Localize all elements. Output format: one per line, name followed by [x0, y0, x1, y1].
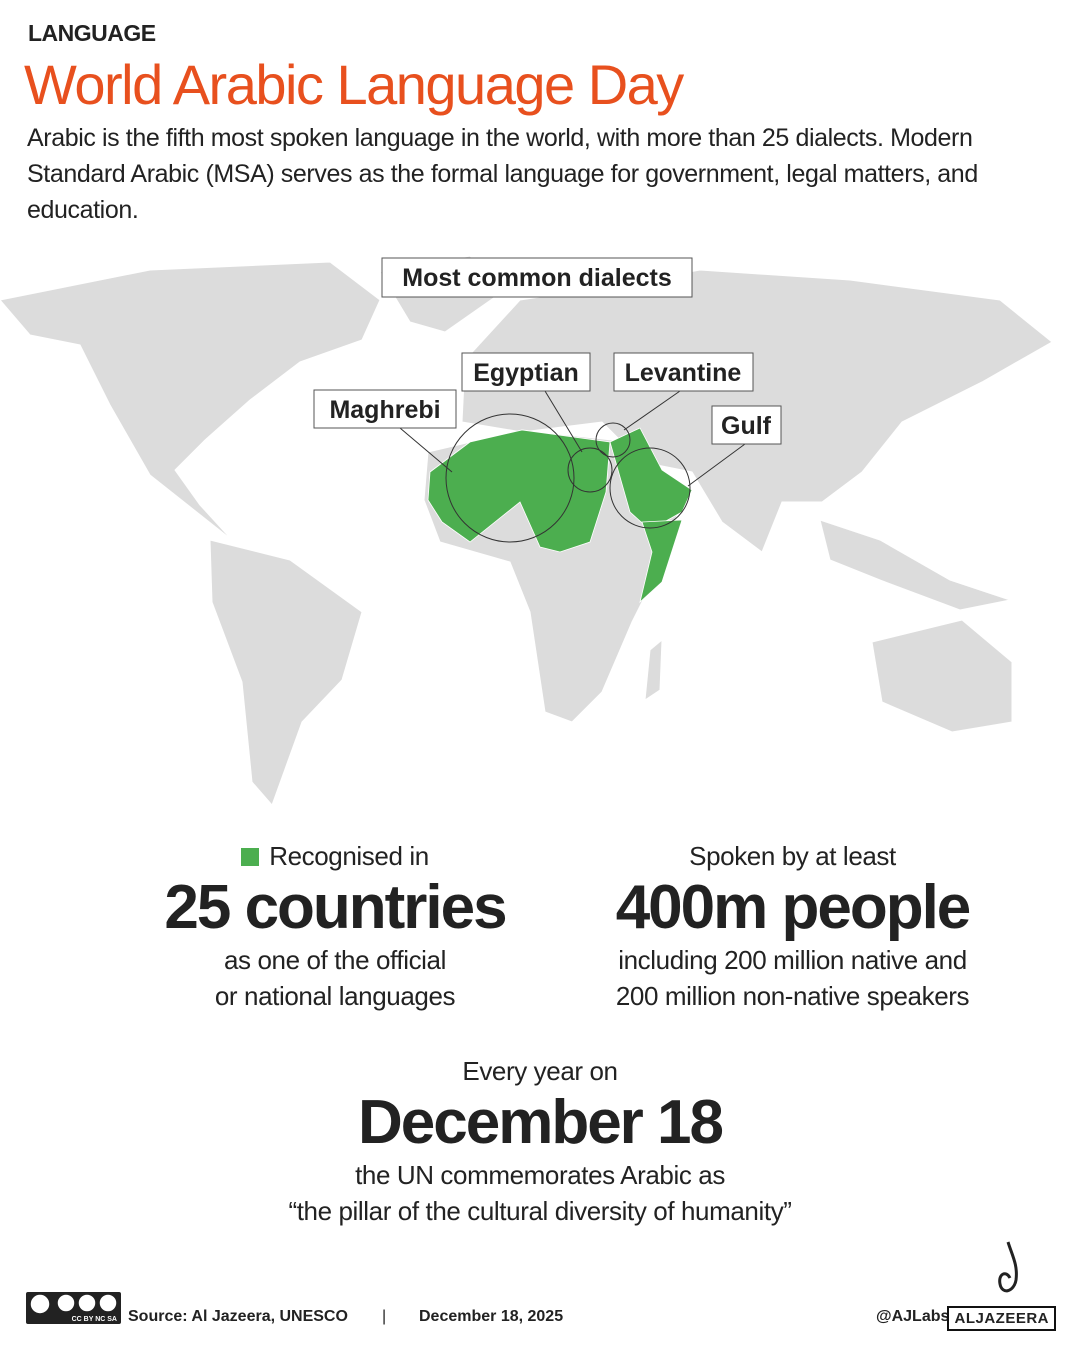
label-gulf: Gulf	[721, 412, 772, 440]
north-america	[0, 261, 381, 541]
maghrebi-circle	[445, 413, 575, 543]
arab-north-africa	[427, 429, 611, 553]
description: Arabic is the fifth most spoken language…	[27, 124, 978, 224]
legend-swatch	[241, 848, 260, 866]
madagascar	[644, 638, 663, 702]
page-title: World Arabic Language Day	[24, 53, 684, 116]
aljazeera-brand: ALJAZEERA	[947, 1306, 1056, 1331]
day-stat: Every year on December 18 the UN commemo…	[288, 1056, 792, 1226]
kicker: LANGUAGE	[28, 20, 156, 46]
aljazeera-logo-icon	[998, 1241, 1018, 1293]
label-maghrebi: Maghrebi	[329, 396, 440, 424]
publish-date: December 18, 2025	[419, 1308, 564, 1325]
handle: @AJLabs	[876, 1308, 950, 1325]
cc-license-badge: CC BY NC SA	[26, 1292, 121, 1324]
levantine-circle	[595, 422, 631, 458]
license-text: CC BY NC SA	[71, 1316, 117, 1323]
world-map: Most common dialects Egyptian Levantine …	[0, 255, 1053, 806]
cc-icon	[29, 1293, 118, 1315]
people-stat: Spoken by at least 400m people including…	[615, 841, 972, 1011]
south-america	[209, 539, 363, 806]
separator: |	[382, 1308, 387, 1325]
label-egyptian: Egyptian	[473, 359, 579, 387]
source: Source: Al Jazeera, UNESCO	[128, 1308, 348, 1325]
countries-stat: Recognised in 25 countries as one of the…	[164, 841, 507, 1011]
map-heading: Most common dialects	[402, 264, 672, 292]
somalia	[639, 519, 683, 604]
australia	[871, 619, 1013, 733]
egyptian-circle	[567, 447, 613, 493]
southeast-asia	[819, 519, 1012, 611]
gulf-circle	[609, 447, 691, 529]
label-levantine: Levantine	[625, 359, 742, 387]
footer: CC BY NC SA Source: Al Jazeera, UNESCO |…	[26, 1241, 1056, 1332]
